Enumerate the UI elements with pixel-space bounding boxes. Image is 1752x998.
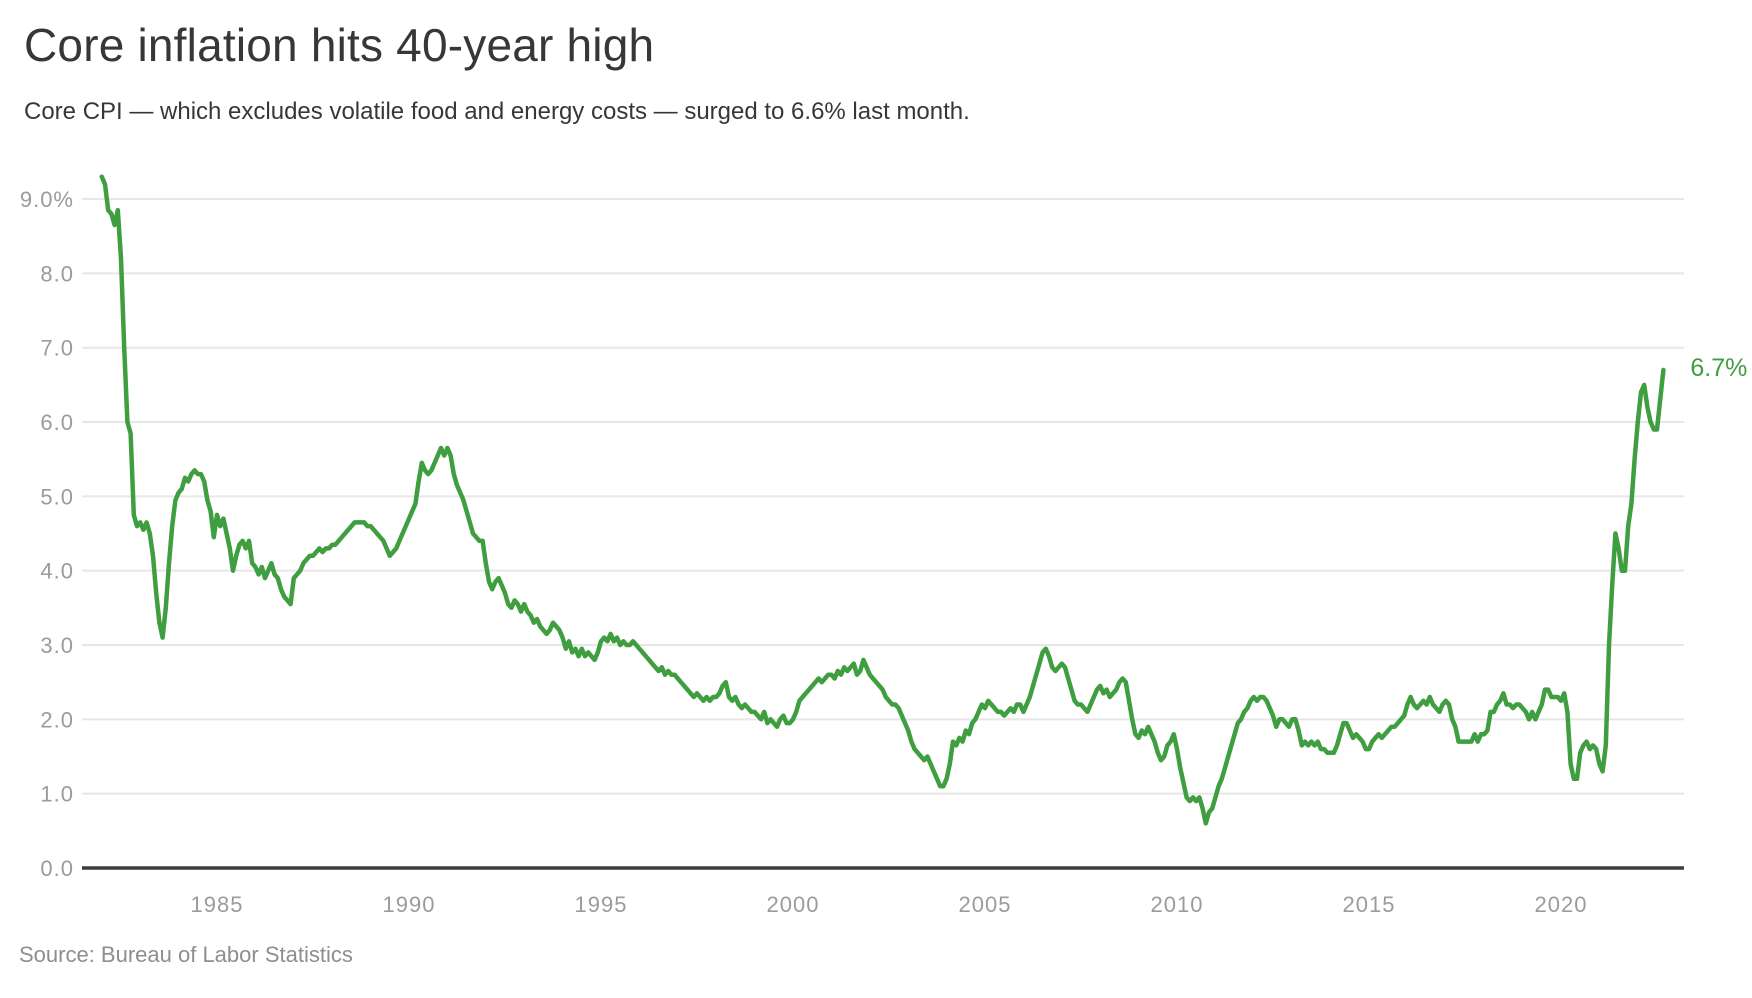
y-axis-label: 3.0	[40, 633, 74, 658]
page-subtitle: Core CPI — which excludes volatile food …	[24, 98, 970, 125]
x-axis-label: 1995	[575, 892, 628, 917]
x-axis-label: 1985	[191, 892, 244, 917]
gridlines	[82, 198, 1684, 795]
y-axis-label: 0.0	[40, 856, 74, 881]
y-axis-label: 7.0	[40, 336, 74, 361]
y-axis-label: 8.0	[40, 261, 74, 286]
page-title: Core inflation hits 40-year high	[24, 19, 655, 71]
y-axis-label: 5.0	[40, 484, 74, 509]
x-axis-label: 2020	[1535, 892, 1588, 917]
end-value-label: 6.7%	[1690, 353, 1748, 382]
core-cpi-line	[99, 174, 1666, 826]
y-axis-label: 2.0	[40, 707, 74, 732]
x-axis-label: 2015	[1343, 892, 1396, 917]
source-note: Source: Bureau of Labor Statistics	[19, 942, 353, 967]
x-axis-label: 2000	[767, 892, 820, 917]
x-axis-label: 1990	[383, 892, 436, 917]
y-axis-label: 9.0%	[20, 187, 74, 212]
y-axis-label: 4.0	[40, 559, 74, 584]
x-axis-labels: 1985 1990 1995 2000 2005 2010 2015 2020	[191, 892, 1588, 917]
x-axis-label: 2010	[1151, 892, 1204, 917]
y-axis-label: 1.0	[40, 782, 74, 807]
x-axis-label: 2005	[959, 892, 1012, 917]
y-axis-label: 6.0	[40, 410, 74, 435]
y-axis-labels: 9.0% 8.0 7.0 6.0 5.0 4.0 3.0 2.0 1.0 0.0	[20, 187, 74, 881]
